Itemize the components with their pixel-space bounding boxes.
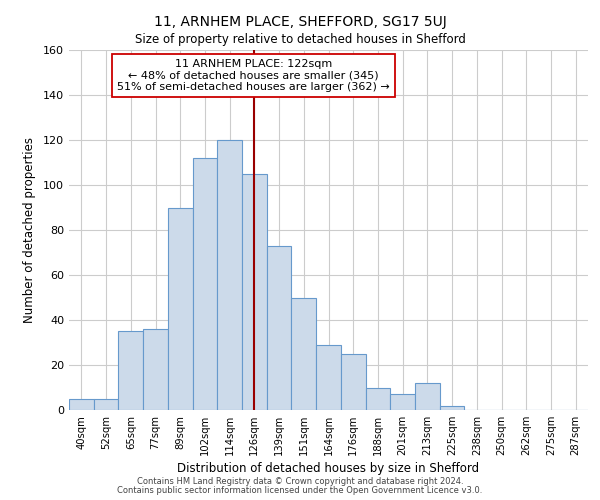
Bar (69, 399, 94, 410)
Text: Contains HM Land Registry data © Crown copyright and database right 2024.: Contains HM Land Registry data © Crown c… (137, 477, 463, 486)
Y-axis label: Number of detached properties: Number of detached properties (23, 137, 36, 323)
Bar (390, 394, 415, 410)
Text: 11 ARNHEM PLACE: 122sqm
← 48% of detached houses are smaller (345)
51% of semi-d: 11 ARNHEM PLACE: 122sqm ← 48% of detache… (117, 59, 389, 92)
Bar (94, 399, 118, 410)
Text: 11, ARNHEM PLACE, SHEFFORD, SG17 5UJ: 11, ARNHEM PLACE, SHEFFORD, SG17 5UJ (154, 15, 446, 29)
Bar (118, 331, 143, 410)
Bar (242, 174, 267, 410)
Bar (415, 383, 440, 410)
Bar (143, 329, 168, 410)
Text: Contains public sector information licensed under the Open Government Licence v3: Contains public sector information licen… (118, 486, 482, 495)
Bar (292, 298, 316, 410)
Bar (440, 406, 464, 410)
Bar (217, 140, 242, 410)
Bar (316, 345, 341, 410)
Bar (267, 246, 292, 410)
Text: Size of property relative to detached houses in Shefford: Size of property relative to detached ho… (134, 32, 466, 46)
X-axis label: Distribution of detached houses by size in Shefford: Distribution of detached houses by size … (178, 462, 479, 475)
Bar (365, 388, 390, 410)
Bar (193, 158, 217, 410)
Bar (341, 354, 365, 410)
Bar (168, 208, 193, 410)
